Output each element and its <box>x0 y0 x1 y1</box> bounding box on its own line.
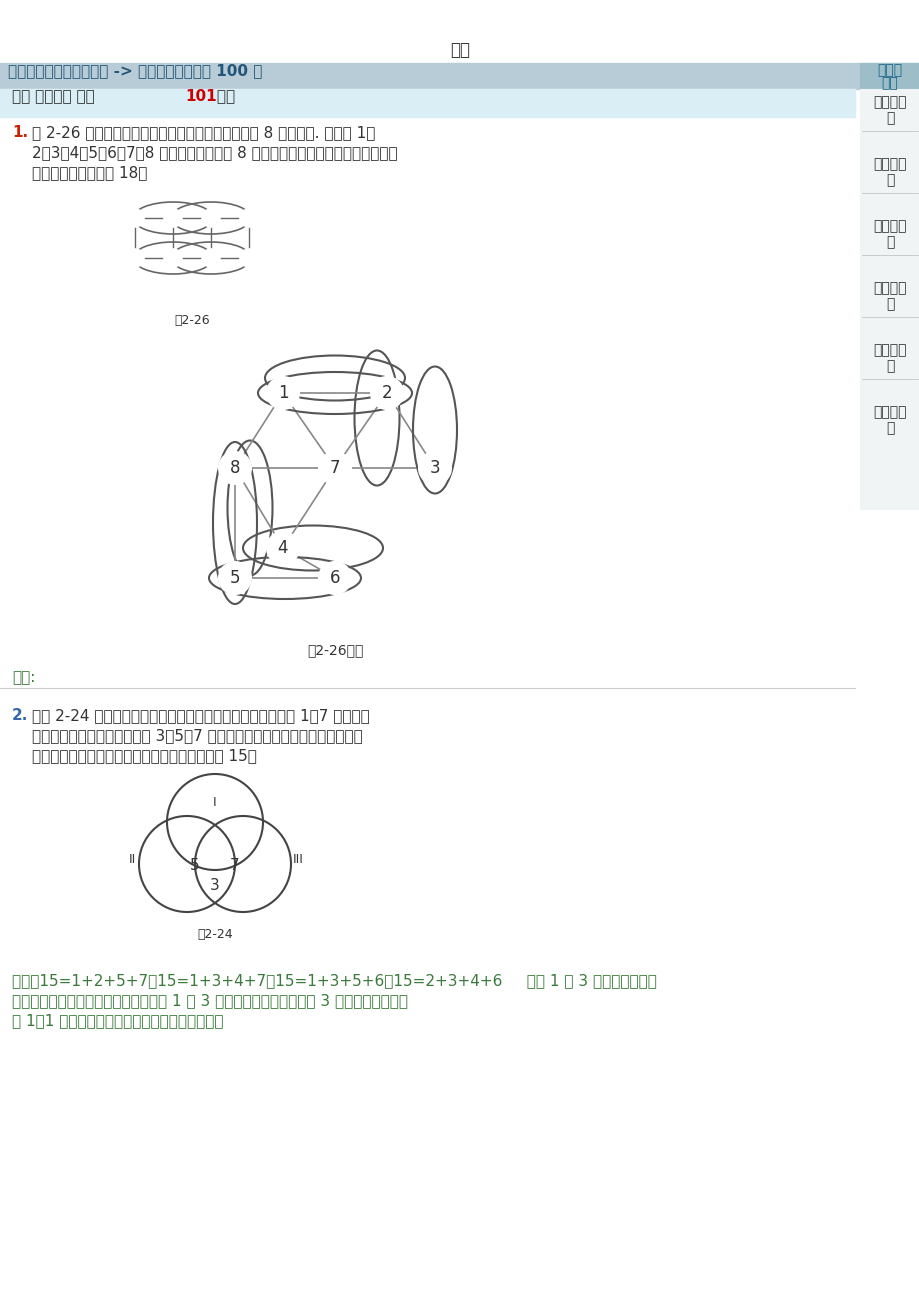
Text: 数: 数 <box>885 111 893 125</box>
Text: 2: 2 <box>381 384 391 402</box>
Circle shape <box>319 452 351 484</box>
Text: 四个数字的和都等于 18。: 四个数字的和都等于 18。 <box>32 165 147 180</box>
Bar <box>859 62 919 89</box>
Text: 小学二年级奥数题及答案 -> 看图回答题及答案 100 道: 小学二年级奥数题及答案 -> 看图回答题及答案 100 道 <box>8 62 262 78</box>
Text: 数: 数 <box>885 359 893 372</box>
Text: 填 1。1 填好后其他的也就好确定了。答案见下图: 填 1。1 填好后其他的也就好确定了。答案见下图 <box>12 1013 223 1029</box>
Text: 小学数: 小学数 <box>877 62 902 77</box>
Text: 1: 1 <box>278 384 288 402</box>
Text: 着的小区域中，要求每个圆圈中四个数的和都是 15。: 着的小区域中，要求每个圆圈中四个数的和都是 15。 <box>32 749 256 763</box>
Circle shape <box>240 210 257 227</box>
Text: 图2-26: 图2-26 <box>174 314 210 327</box>
Circle shape <box>202 210 220 227</box>
Text: 7: 7 <box>230 858 240 874</box>
Text: 一年级奥: 一年级奥 <box>872 95 906 109</box>
Circle shape <box>319 562 351 594</box>
Text: 1.: 1. <box>12 125 28 141</box>
Text: 6: 6 <box>329 569 340 587</box>
Text: I: I <box>213 796 217 809</box>
Text: 题）: 题） <box>211 89 235 104</box>
Text: 数: 数 <box>885 297 893 311</box>
Bar <box>145 348 525 658</box>
Circle shape <box>267 378 299 409</box>
Circle shape <box>126 210 144 227</box>
Text: 2、3、4、5、6、7、8 这八个数分别填在 8 个小圆圈中。要求每个扁长圆圈上的: 2、3、4、5、6、7、8 这八个数分别填在 8 个小圆圈中。要求每个扁长圆圈上… <box>32 145 397 160</box>
Circle shape <box>202 249 220 267</box>
Circle shape <box>240 249 257 267</box>
Bar <box>0 89 854 117</box>
Bar <box>0 62 859 89</box>
Bar <box>859 89 919 509</box>
Text: 7: 7 <box>329 460 340 477</box>
Bar <box>0 89 854 1210</box>
Text: 四年级奥: 四年级奥 <box>872 281 906 296</box>
Bar <box>100 178 285 326</box>
Text: 4: 4 <box>278 539 288 557</box>
Text: 图中最中间的部分被三个圆包围，所以 1 和 3 应该填在里面。但题目总 3 已填好，所以只能: 图中最中间的部分被三个圆包围，所以 1 和 3 应该填在里面。但题目总 3 已填… <box>12 993 407 1008</box>
Text: 图 2-26 是由四个扁而长的圆圈组成的，在交点处有 8 个小圆圈. 请你把 1、: 图 2-26 是由四个扁而长的圆圈组成的，在交点处有 8 个小圆圈. 请你把 1… <box>32 125 375 141</box>
Bar <box>0 963 854 1055</box>
Text: 一、 计算题。 （共: 一、 计算题。 （共 <box>12 89 99 104</box>
Text: 五年级奥: 五年级奥 <box>872 342 906 357</box>
Text: 5: 5 <box>190 858 199 874</box>
Text: III: III <box>292 853 303 866</box>
Text: 奥数: 奥数 <box>880 76 897 90</box>
Text: II: II <box>129 853 135 866</box>
Circle shape <box>418 452 450 484</box>
Circle shape <box>164 210 182 227</box>
Text: 数: 数 <box>885 173 893 187</box>
Text: 101: 101 <box>185 89 216 104</box>
Circle shape <box>126 249 144 267</box>
Text: 数: 数 <box>885 421 893 435</box>
Text: 答案：15=1+2+5+7，15=1+3+4+7，15=1+3+5+6，15=2+3+4+6     其中 1 和 3 用的次数最多，: 答案：15=1+2+5+7，15=1+3+4+7，15=1+3+5+6，15=2… <box>12 973 656 988</box>
Circle shape <box>267 533 299 564</box>
Text: 答案:: 答案: <box>12 671 35 685</box>
Circle shape <box>164 249 182 267</box>
Text: 5: 5 <box>230 569 240 587</box>
Text: 图2-24: 图2-24 <box>197 928 233 941</box>
Text: 数: 数 <box>885 234 893 249</box>
Text: 3: 3 <box>210 878 220 893</box>
Text: 六年级奥: 六年级奥 <box>872 405 906 419</box>
Text: 2.: 2. <box>12 708 28 723</box>
Text: 三年级奥: 三年级奥 <box>872 219 906 233</box>
Text: 8: 8 <box>230 460 240 477</box>
Text: 二年级奥: 二年级奥 <box>872 158 906 171</box>
Text: 图2-26答案: 图2-26答案 <box>306 643 363 658</box>
Text: 数，在一些小区域中，自然数 3、5、7 三个数已填好，请你把其余的数填到空: 数，在一些小区域中，自然数 3、5、7 三个数已填好，请你把其余的数填到空 <box>32 728 362 743</box>
Bar <box>110 779 320 943</box>
Circle shape <box>219 562 251 594</box>
Text: 3: 3 <box>429 460 440 477</box>
Text: 在图 2-24 中，三个圆圈两两相交形成七块小区域，分别填上 1～7 七个自然: 在图 2-24 中，三个圆圈两两相交形成七块小区域，分别填上 1～7 七个自然 <box>32 708 369 723</box>
Circle shape <box>370 378 403 409</box>
Circle shape <box>219 452 251 484</box>
Text: 首页: 首页 <box>449 40 470 59</box>
